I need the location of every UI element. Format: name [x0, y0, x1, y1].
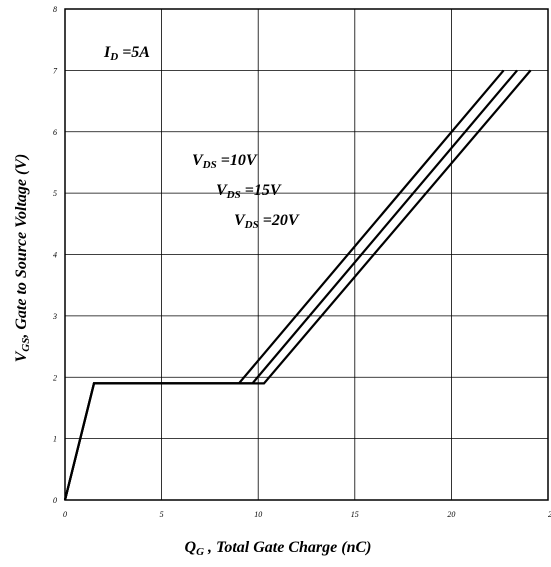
y-tick-labels: 0 1 2 3 4 5 6 7 8	[52, 5, 58, 505]
plot-frame	[64, 8, 549, 501]
condition-rest: =5A	[118, 44, 150, 61]
x-tick-label: 10	[254, 510, 262, 519]
x-axis-title-sub: G	[196, 546, 204, 558]
series-group	[63, 69, 532, 501]
y-tick-label: 7	[53, 66, 58, 75]
series-line-3	[63, 69, 532, 501]
y-tick-label: 1	[53, 435, 57, 444]
series-label-2: VDS =15V	[216, 182, 282, 201]
series-label-1: VDS =10V	[192, 152, 258, 171]
x-tick-label: 20	[447, 510, 455, 519]
grid	[65, 9, 548, 500]
x-axis-title-main: Q	[185, 539, 197, 556]
x-tick-label: 5	[160, 510, 164, 519]
series-labels: VDS =10V VDS =15V VDS =20V	[192, 152, 300, 231]
y-tick-label: 5	[53, 189, 57, 198]
y-tick-label: 2	[53, 373, 57, 382]
series-line-1	[63, 69, 505, 501]
x-tick-label: 25	[548, 510, 551, 519]
condition-main: I	[103, 44, 111, 61]
x-axis-title: QG , Total Gate Charge (nC)	[185, 539, 372, 558]
condition-label: ID =5A	[103, 44, 150, 63]
y-axis-title-sub: GS	[20, 338, 32, 352]
y-tick-label: 4	[53, 251, 57, 260]
x-tick-labels: 0 5 10 15 20 25	[63, 510, 551, 519]
series-label-3: VDS =20V	[234, 212, 300, 231]
y-axis-title-main: V	[13, 350, 30, 362]
y-axis-title-rest: , Gate to Source Voltage (V)	[13, 154, 30, 339]
y-tick-label: 0	[53, 496, 57, 505]
x-tick-label: 15	[351, 510, 359, 519]
y-tick-label: 3	[52, 312, 57, 321]
y-tick-label: 6	[53, 128, 57, 137]
x-axis-title-rest: , Total Gate Charge (nC)	[204, 539, 371, 556]
x-tick-label: 0	[63, 510, 67, 519]
y-axis-title: VGS, Gate to Source Voltage (V)	[13, 154, 32, 363]
condition-sub: D	[109, 51, 118, 63]
y-tick-label: 8	[53, 5, 57, 14]
